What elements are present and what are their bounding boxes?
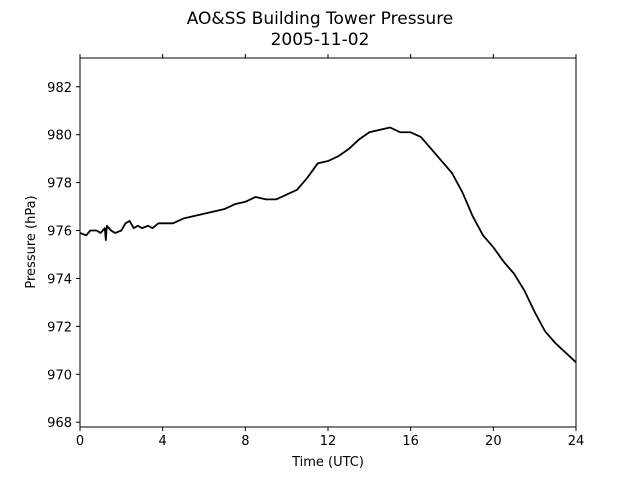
series-line-0 [79, 126, 577, 363]
y-tick-label-978: 978 [47, 177, 72, 192]
y-tick-label-972: 972 [47, 320, 72, 335]
y-tick-label-974: 974 [47, 272, 72, 287]
x-tick-label-24: 24 [568, 434, 585, 449]
y-tick-label-968: 968 [47, 416, 72, 431]
y-tick-label-970: 970 [47, 368, 72, 383]
plot-frame [79, 57, 577, 428]
y-axis-label: Pressure (hPa) [24, 195, 39, 288]
chart-subtitle: 2005-11-02 [271, 30, 370, 50]
x-tick-label-4: 4 [159, 434, 167, 449]
x-tick-label-12: 12 [320, 434, 337, 449]
y-tick-label-980: 980 [47, 129, 72, 144]
x-tick-label-20: 20 [485, 434, 502, 449]
chart-title: AO&SS Building Tower Pressure [187, 9, 454, 29]
x-tick-label-0: 0 [76, 434, 84, 449]
plot-area: 0 4 8 12 16 20 24 968 970 972 974 976 978 980 982 [47, 54, 584, 449]
x-tick-label-16: 16 [402, 434, 419, 449]
x-tick-label-8: 8 [241, 434, 249, 449]
y-tick-label-982: 982 [47, 81, 72, 96]
y-tick-label-976: 976 [47, 225, 72, 240]
x-axis-label: Time (UTC) [291, 455, 364, 470]
